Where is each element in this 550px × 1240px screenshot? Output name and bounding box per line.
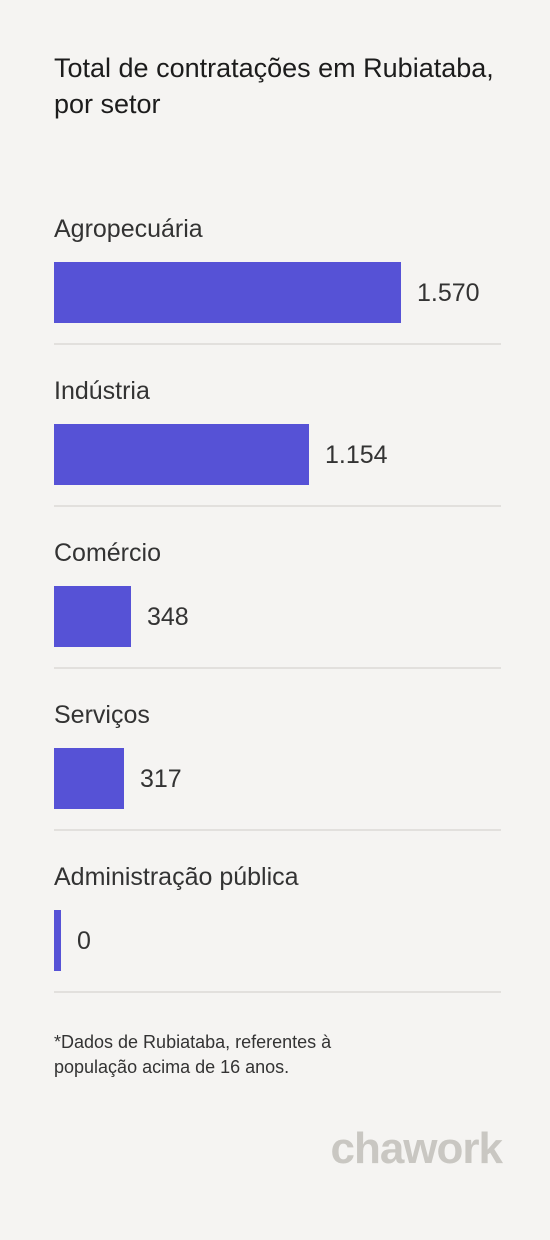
bar-row: Agropecuária 1.570 <box>54 206 501 368</box>
bar-row: Administração pública 0 <box>54 854 501 1016</box>
bar-chart: Agropecuária 1.570 Indústria 1.154 Comércio 3… <box>54 206 501 1016</box>
category-label: Indústria <box>54 377 150 405</box>
bar-row: Comércio 348 <box>54 530 501 692</box>
bar <box>54 586 131 647</box>
row-divider <box>54 667 501 669</box>
bar-row: Indústria 1.154 <box>54 368 501 530</box>
chart-title: Total de contratações em Rubiataba, por … <box>54 53 494 119</box>
bar <box>54 424 309 485</box>
row-divider <box>54 343 501 345</box>
bar <box>54 910 61 971</box>
bar-row: Serviços 317 <box>54 692 501 854</box>
value-label: 317 <box>140 765 182 793</box>
row-divider <box>54 829 501 831</box>
value-label: 1.570 <box>417 279 480 307</box>
value-label: 1.154 <box>325 441 388 469</box>
category-label: Comércio <box>54 539 161 567</box>
footnote: *Dados de Rubiataba, referentes à popula… <box>54 1032 332 1077</box>
category-label: Agropecuária <box>54 215 203 243</box>
row-divider <box>54 991 501 993</box>
bar <box>54 748 124 809</box>
value-label: 0 <box>77 927 91 955</box>
category-label: Serviços <box>54 701 150 729</box>
category-label: Administração pública <box>54 863 299 891</box>
value-label: 348 <box>147 603 189 631</box>
chawork-logo: chawork <box>330 1124 503 1173</box>
bar <box>54 262 401 323</box>
row-divider <box>54 505 501 507</box>
